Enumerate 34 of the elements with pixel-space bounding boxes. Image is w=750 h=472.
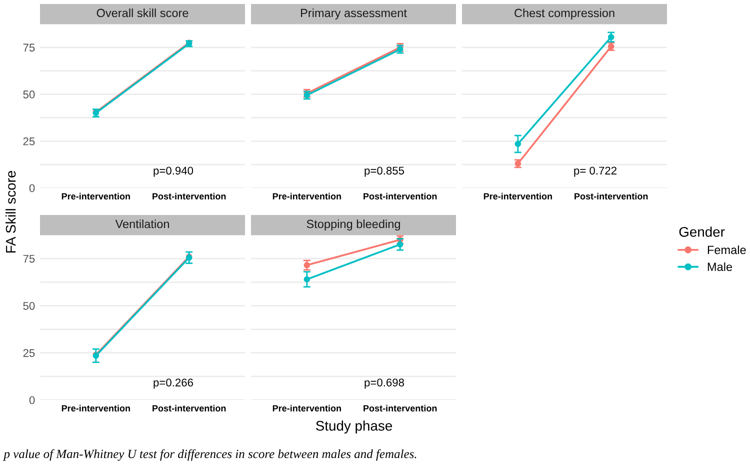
x-tick-label: Post-intervention	[364, 192, 437, 200]
x-tick-label: Pre-intervention	[272, 404, 341, 412]
y-tick-label: 25	[23, 349, 35, 357]
chart-title: Stopping bleeding	[306, 219, 400, 230]
chart-title: Chest compression	[514, 8, 614, 20]
y-tick-label: 25	[23, 137, 35, 146]
y-axis-title: FA Skill score	[6, 170, 16, 253]
x-tick-label: Post-intervention	[574, 192, 648, 200]
y-tick-label: 0	[29, 184, 35, 192]
chart-title: Overall skill score	[96, 8, 188, 18]
x-axis-title: Study phase	[316, 420, 392, 434]
annotation: p=0.266	[154, 378, 193, 389]
chart-title: Ventilation	[115, 219, 169, 228]
chart-title: Primary assessment	[301, 8, 407, 20]
y-tick-label: 75	[23, 44, 35, 52]
annotation: p= 0.722	[574, 166, 616, 177]
y-tick-label: 50	[23, 302, 35, 310]
annotation: p=0.940	[154, 166, 194, 177]
legend-label: Female	[708, 245, 746, 254]
x-tick-label: Post-intervention	[152, 404, 226, 412]
y-tick-label: 50	[23, 90, 35, 98]
x-tick-label: Pre-intervention	[62, 404, 130, 412]
x-tick-label: Pre-intervention	[484, 192, 552, 200]
annotation: p=0.855	[364, 166, 404, 177]
legend-label: Male	[708, 262, 732, 272]
y-tick-label: 75	[23, 254, 35, 263]
annotation: p=0.698	[364, 378, 404, 389]
text: p value of Man-Whitney U test for differences in score between males and females.	[3, 449, 416, 461]
legend-title: Gender	[679, 226, 725, 237]
x-tick-label: Post-intervention	[364, 404, 437, 412]
x-tick-label: Pre-intervention	[272, 192, 341, 200]
y-tick-label: 0	[29, 396, 35, 404]
x-tick-label: Post-intervention	[152, 192, 226, 200]
x-tick-label: Pre-intervention	[62, 192, 130, 200]
